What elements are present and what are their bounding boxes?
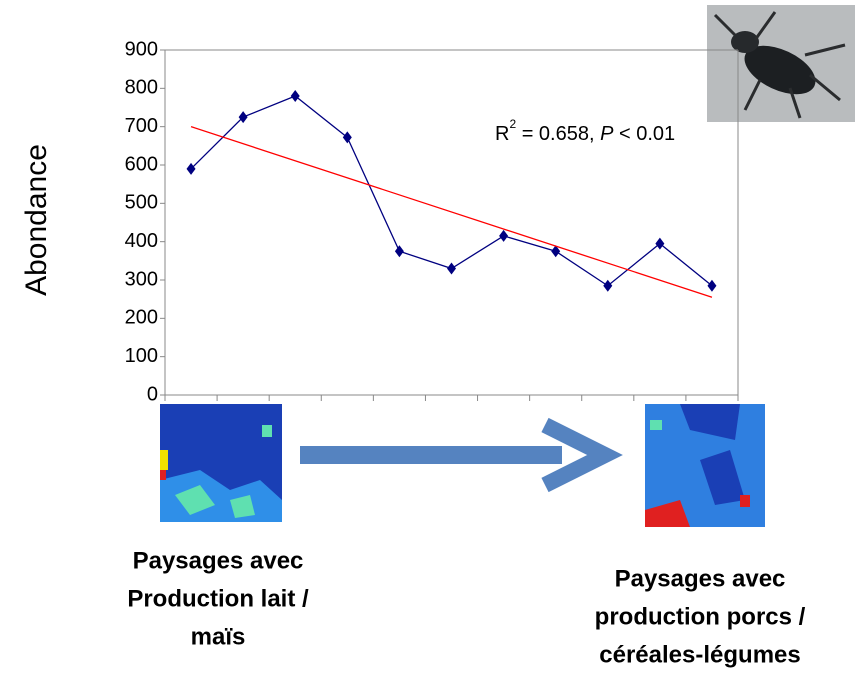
- annotation-eq: = 0.658,: [516, 123, 600, 145]
- y-tick-label: 0: [147, 383, 158, 405]
- y-tick-label: 300: [125, 268, 158, 290]
- left-caption: Production lait /: [127, 585, 309, 612]
- arrow: [300, 417, 623, 493]
- marker: [551, 245, 561, 258]
- annotation-rest: < 0.01: [613, 123, 675, 145]
- annotation-r: R: [495, 123, 509, 145]
- y-tick-label: 400: [125, 230, 158, 252]
- y-axis-label: Abondance: [20, 144, 53, 296]
- beetle-photo: [707, 5, 855, 122]
- trend-line: [190, 126, 713, 298]
- right-caption: céréales-légumes: [599, 641, 800, 668]
- landscape-right: [645, 404, 765, 527]
- landscape-left: [160, 404, 282, 522]
- marker: [655, 237, 665, 250]
- y-tick-label: 800: [125, 77, 158, 99]
- marker: [707, 279, 717, 292]
- annotation: R2 = 0.658, P < 0.01: [495, 117, 675, 145]
- left-caption: maïs: [191, 623, 246, 650]
- y-tick-label: 200: [125, 307, 158, 329]
- right-caption: production porcs /: [595, 603, 806, 630]
- marker: [186, 162, 196, 175]
- marker: [499, 229, 509, 242]
- y-tick-label: 700: [125, 115, 158, 137]
- y-tick-label: 500: [125, 192, 158, 214]
- marker: [238, 111, 248, 124]
- marker: [290, 90, 300, 102]
- annotation-sup: 2: [509, 117, 516, 131]
- marker: [447, 262, 456, 275]
- marker: [603, 279, 613, 292]
- y-tick-label: 900: [125, 38, 158, 60]
- left-caption: Paysages avec: [133, 547, 304, 574]
- right-caption: Paysages avec: [615, 565, 786, 592]
- marker: [394, 245, 404, 258]
- y-tick-label: 600: [125, 153, 158, 175]
- marker: [342, 131, 352, 144]
- y-tick-label: 100: [125, 345, 158, 367]
- annotation-p: P: [600, 123, 614, 145]
